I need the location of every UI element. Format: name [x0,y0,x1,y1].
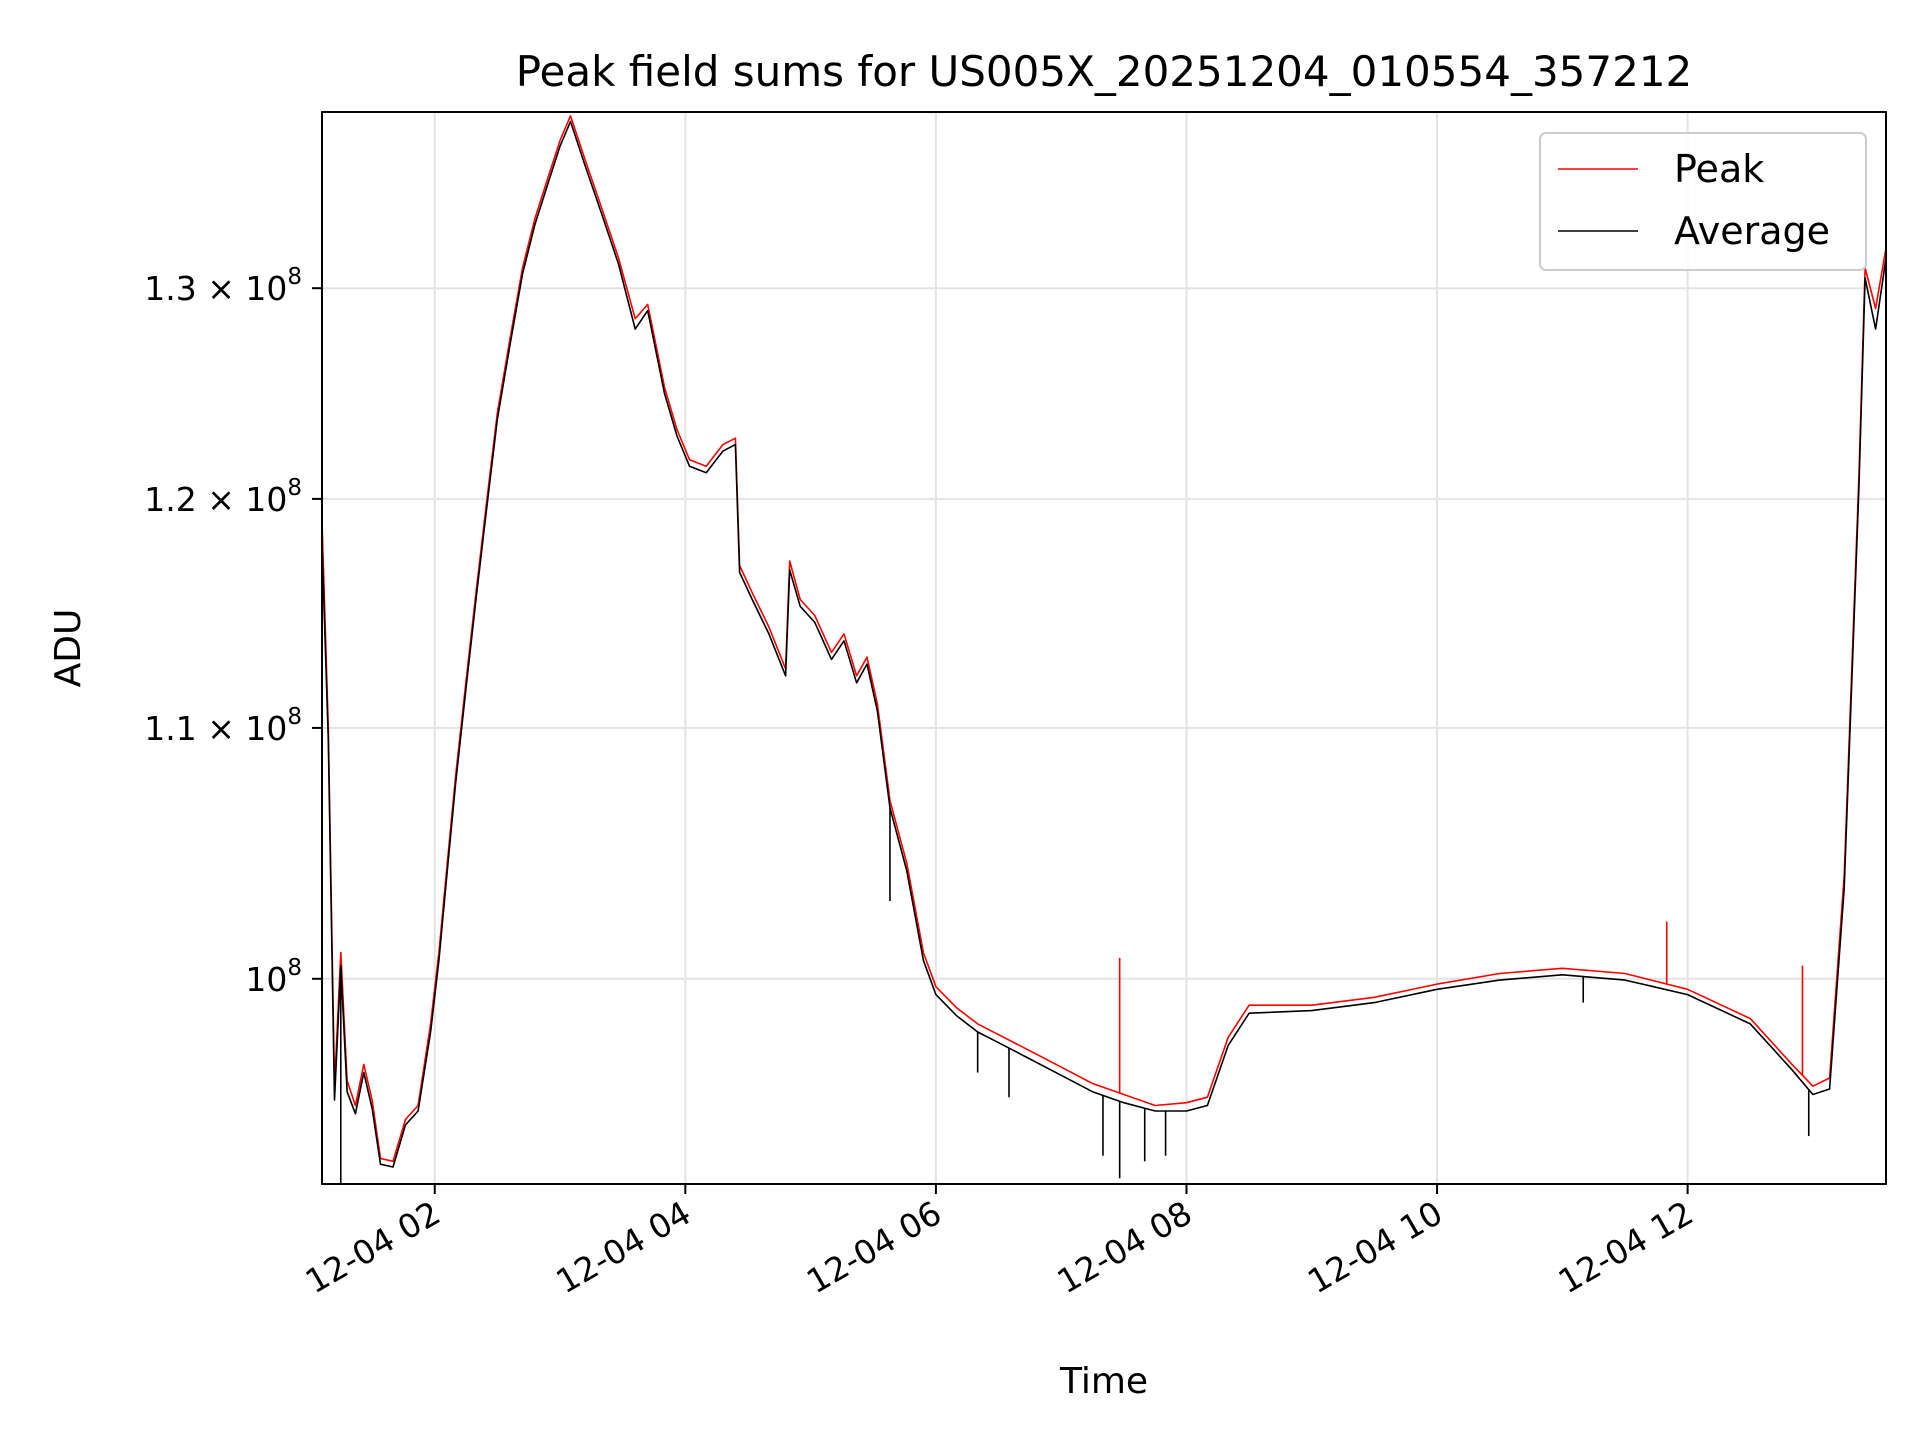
legend-label-average: Average [1674,209,1830,253]
x-tick-label: 12-04 08 [1050,1193,1198,1301]
x-tick-label: 12-04 10 [1301,1193,1449,1301]
x-tick-label: 12-04 06 [800,1193,948,1301]
chart-title: Peak field sums for US005X_20251204_0105… [516,47,1693,96]
legend-label-peak: Peak [1674,147,1764,191]
legend-box [1539,132,1867,271]
plot-lines [322,115,1886,1184]
y-tick-label: 1.3 × 108 [144,264,302,308]
x-tick-label: 12-04 12 [1552,1193,1700,1301]
x-tick-label: 12-04 02 [299,1193,447,1301]
y-tick-label: 1.2 × 108 [144,475,302,519]
grid-lines [322,112,1886,1184]
y-tick-label: 108 [245,955,302,999]
legend: Peak Average [1539,132,1867,271]
x-tick-label: 12-04 04 [549,1193,697,1301]
x-axis-label: Time [1059,1361,1148,1402]
series-line-average [322,120,1886,1168]
y-axis-ticks: 108 1.1 × 108 1.2 × 108 1.3 × 108 [144,264,322,999]
y-tick-label: 1.1 × 108 [144,704,302,748]
axes-frame [321,111,1887,1185]
x-axis-ticks: 12-04 02 12-04 04 12-04 06 12-04 08 12-04 10… [299,1184,1700,1301]
y-axis-label: ADU [48,609,89,688]
series-line-peak [322,115,1886,1163]
